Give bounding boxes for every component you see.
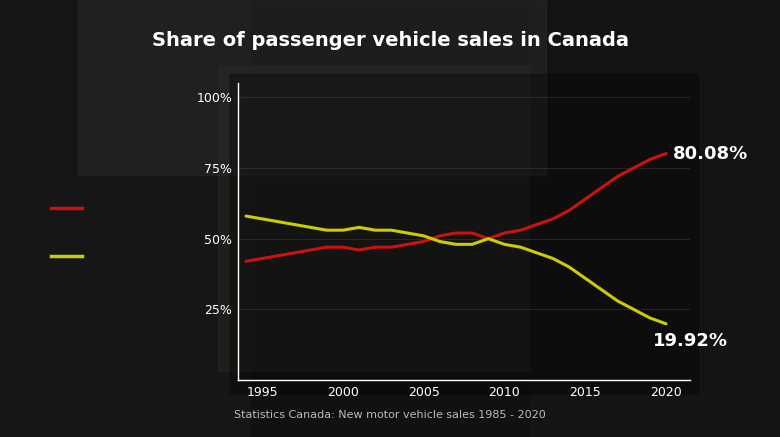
Text: 80.08%: 80.08% <box>672 145 748 163</box>
Bar <box>530 0 780 437</box>
Bar <box>0 0 250 437</box>
Bar <box>230 74 698 393</box>
Bar <box>218 66 569 371</box>
Text: Share of passenger vehicle sales in Canada: Share of passenger vehicle sales in Cana… <box>151 31 629 49</box>
Text: 19.92%: 19.92% <box>653 332 729 350</box>
Bar <box>78 0 546 175</box>
Text: Statistics Canada: New motor vehicle sales 1985 - 2020: Statistics Canada: New motor vehicle sal… <box>234 409 546 420</box>
